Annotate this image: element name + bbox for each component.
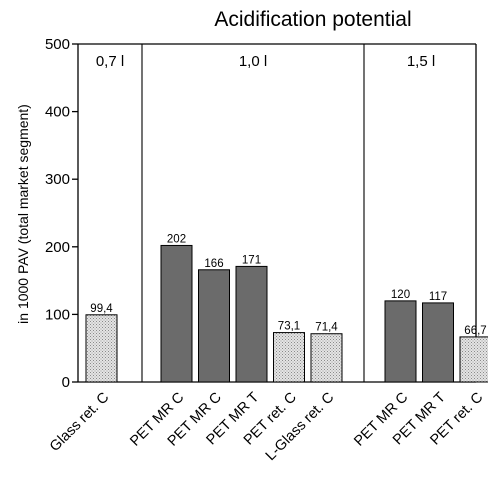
bar-value-label: 99,4 xyxy=(90,303,113,315)
bar-value-label: 202 xyxy=(167,233,186,245)
bar-value-label: 73,1 xyxy=(278,321,300,333)
y-tick-label: 0 xyxy=(62,374,70,391)
y-tick-label: 400 xyxy=(45,104,70,121)
bar xyxy=(422,302,454,383)
bar-value-label: 66,7 xyxy=(464,325,486,337)
category-label: Glass ret. C xyxy=(47,390,112,455)
bar-value-label: 71,4 xyxy=(315,322,338,334)
bar xyxy=(85,314,118,383)
bar xyxy=(459,336,488,383)
bar-value-label: 120 xyxy=(391,289,410,301)
axes: 0 100 200 300 400 500 0,7 l 1,0 l 1,5 l xyxy=(45,36,477,391)
y-axis-label: in 1000 PAV (total market segment) xyxy=(15,104,31,324)
group-label: 1,0 l xyxy=(239,53,267,70)
bar xyxy=(273,332,305,383)
bar-value-label: 171 xyxy=(242,254,261,266)
chart-title: Acidification potential xyxy=(214,8,411,31)
category-label: L-Glass ret. C xyxy=(263,390,338,465)
bar xyxy=(160,244,193,383)
bar xyxy=(384,300,417,383)
y-tick-label: 500 xyxy=(45,36,70,53)
group-label: 1,5 l xyxy=(407,53,435,70)
bar xyxy=(235,265,268,383)
bar-value-label: 166 xyxy=(204,258,223,270)
y-tick-label: 300 xyxy=(45,171,70,188)
y-tick-label: 200 xyxy=(45,239,70,256)
y-tick-label: 100 xyxy=(45,306,70,323)
bar xyxy=(310,333,343,383)
group-label: 0,7 l xyxy=(96,53,124,70)
bar xyxy=(198,269,230,383)
bar-value-label: 117 xyxy=(429,291,447,303)
